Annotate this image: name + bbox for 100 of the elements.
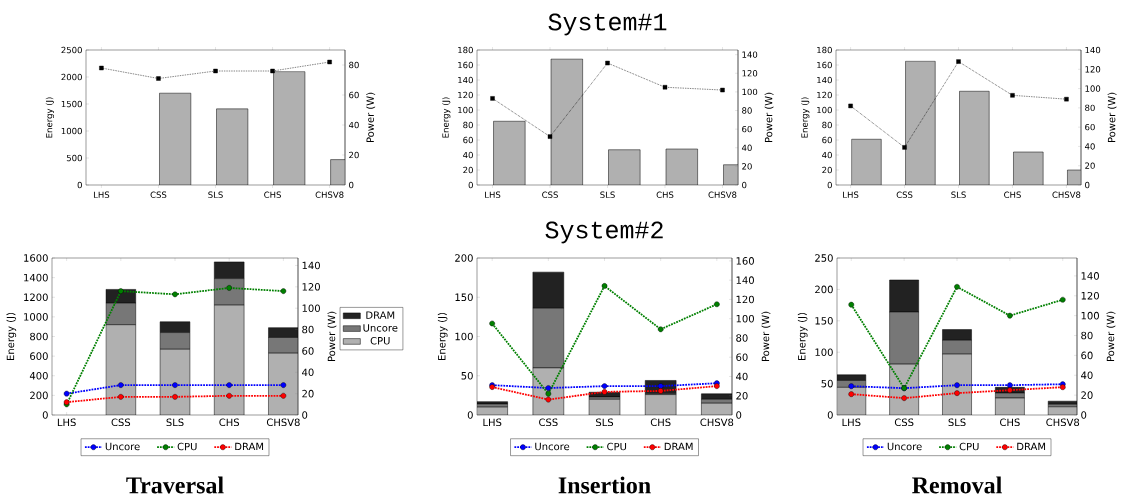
y-axis-title: Energy (J) <box>442 97 451 138</box>
y-tick-label: 140 <box>458 76 473 84</box>
y-tick-label: 1500 <box>61 100 82 108</box>
x-tick-label: CSS <box>111 418 131 427</box>
y2-axis-title: Power (W) <box>761 311 771 362</box>
y-tick-label: 0 <box>827 181 832 189</box>
y2-tick-label: 20 <box>1085 162 1095 169</box>
y2-tick-label: 80 <box>302 325 314 334</box>
y2-tick-label: 0 <box>742 181 747 189</box>
x-tick-label: CSS <box>150 191 167 198</box>
y2-tick-label: 80 <box>736 334 748 342</box>
x-tick-label: CHSV8 <box>1046 418 1080 427</box>
y-tick-label: 100 <box>458 106 473 114</box>
legend-label: DRAM <box>664 442 693 451</box>
y-tick-label: 2500 <box>61 46 82 54</box>
x-tick-label: CHS <box>1004 191 1021 198</box>
y-tick-label: 180 <box>817 46 832 54</box>
y2-tick-label: 80 <box>742 107 752 114</box>
y2-axis-title: Power (W) <box>366 92 376 143</box>
y2-tick-label: 60 <box>1085 123 1095 131</box>
y2-tick-label: 60 <box>349 91 359 99</box>
x-tick-label: LHS <box>93 191 110 198</box>
y2-tick-label: 160 <box>736 257 754 265</box>
y-tick-label: 1200 <box>24 293 48 302</box>
y2-tick-label: 120 <box>302 283 320 291</box>
y-tick-label: 50 <box>821 379 833 388</box>
y-tick-label: 180 <box>458 46 473 54</box>
y-tick-label: 1400 <box>24 273 48 282</box>
legend-label: Uncore <box>535 442 570 451</box>
y-tick-label: 200 <box>815 285 833 294</box>
y-tick-label: 120 <box>458 91 473 99</box>
legend-label: DRAM <box>366 311 395 319</box>
y-tick-label: 0 <box>827 411 833 419</box>
y2-tick-label: 100 <box>742 88 758 96</box>
y2-tick-label: 60 <box>736 353 748 361</box>
y2-axis-title: Power (W) <box>1106 311 1116 362</box>
y2-tick-label: 20 <box>349 151 359 159</box>
y-tick-label: 20 <box>463 166 473 174</box>
y-axis-title: Energy (J) <box>801 97 810 138</box>
x-tick-label: CHSV8 <box>708 191 737 198</box>
y2-tick-label: 60 <box>1081 351 1093 360</box>
y2-tick-label: 100 <box>736 314 754 323</box>
y2-tick-label: 0 <box>1085 181 1090 189</box>
y2-tick-label: 120 <box>1081 291 1099 300</box>
y-tick-label: 1000 <box>61 127 82 135</box>
y2-tick-label: 140 <box>1085 46 1101 54</box>
y2-tick-label: 100 <box>1081 311 1099 320</box>
x-tick-label: SLS <box>948 418 966 427</box>
y2-tick-label: 20 <box>742 163 752 170</box>
x-tick-label: CHSV8 <box>266 418 300 427</box>
y2-tick-label: 20 <box>736 391 748 400</box>
y2-tick-label: 100 <box>1085 85 1101 92</box>
legend-label: CPU <box>607 442 627 451</box>
y2-axis-title: Power (W) <box>1107 92 1117 143</box>
y-tick-label: 120 <box>817 91 832 99</box>
x-tick-label: CSS <box>894 418 914 427</box>
y-tick-label: 40 <box>463 151 473 159</box>
x-tick-label: CHS <box>650 418 671 427</box>
y-tick-label: 800 <box>30 332 48 341</box>
y2-tick-label: 80 <box>349 61 359 69</box>
y-axis-title: Energy (J) <box>437 312 448 360</box>
x-tick-label: CSS <box>539 418 558 427</box>
y2-tick-label: 20 <box>1081 391 1093 399</box>
y2-tick-label: 0 <box>349 181 354 189</box>
y-tick-label: 60 <box>822 136 832 144</box>
y2-axis-title: Power (W) <box>764 92 774 143</box>
legend-label: CPU <box>177 442 197 451</box>
y-tick-label: 250 <box>815 254 833 262</box>
y-axis-title: Energy (J) <box>6 312 17 360</box>
y2-tick-label: 80 <box>1081 331 1093 340</box>
y-tick-label: 160 <box>458 61 473 69</box>
x-tick-label: LHS <box>843 191 859 198</box>
y2-tick-label: 120 <box>736 295 754 304</box>
y-tick-label: 0 <box>42 411 48 419</box>
x-tick-label: CSS <box>542 191 558 198</box>
y2-tick-label: 140 <box>736 276 754 284</box>
y-tick-label: 0 <box>468 181 473 189</box>
y2-tick-label: 140 <box>742 51 758 58</box>
y-tick-label: 20 <box>822 166 832 174</box>
x-tick-label: LHS <box>483 418 502 427</box>
y-tick-label: 100 <box>455 332 473 341</box>
chart-title: System#1 <box>548 13 667 36</box>
legend-label: Uncore <box>105 442 140 451</box>
legend-label: Uncore <box>887 442 922 451</box>
y-tick-label: 0 <box>77 181 82 189</box>
x-axis-title: Traversal <box>126 476 224 494</box>
y-tick-label: 200 <box>30 391 48 400</box>
y-axis-title: Energy (J) <box>797 312 808 360</box>
x-tick-label: CHS <box>1000 418 1020 427</box>
legend-label: Uncore <box>363 324 398 332</box>
y-tick-label: 600 <box>30 352 48 360</box>
y2-tick-label: 40 <box>1084 143 1095 150</box>
y-tick-label: 140 <box>817 76 832 84</box>
y2-tick-label: 100 <box>302 304 320 312</box>
y-tick-label: 150 <box>815 317 833 325</box>
x-tick-label: CHS <box>264 191 281 198</box>
x-tick-label: CHSV8 <box>700 418 734 427</box>
legend-label: CPU <box>370 336 390 345</box>
y-tick-label: 60 <box>463 136 473 144</box>
y2-axis-title: Power (W) <box>327 311 337 362</box>
